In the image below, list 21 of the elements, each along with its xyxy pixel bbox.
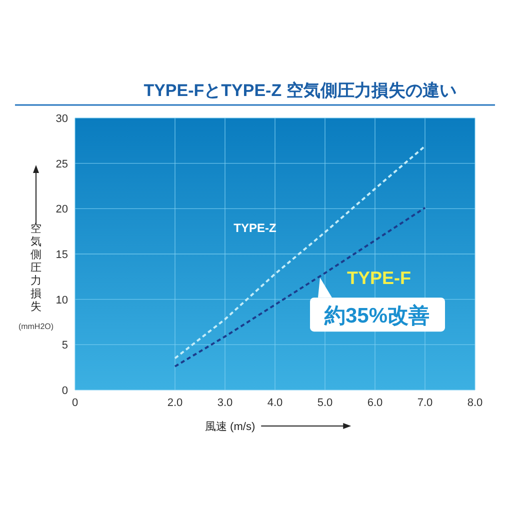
x-tick-label: 5.0 — [317, 397, 333, 409]
x-tick-label: 8.0 — [467, 397, 483, 409]
x-tick-label: 4.0 — [267, 397, 283, 409]
annotation: 約35%改善 — [323, 304, 430, 328]
x-tick-label: 0 — [72, 397, 78, 409]
text: TYPE-Z — [234, 221, 276, 236]
x-tick-label: 3.0 — [217, 397, 233, 409]
y-tick-label: 20 — [56, 204, 68, 216]
x-tick-label: 7.0 — [417, 397, 433, 409]
y-tick-label: 5 — [62, 340, 68, 352]
y-tick-label: 10 — [56, 294, 68, 306]
y-tick-label: 15 — [56, 249, 68, 261]
x-axis-title: 風速 (m/s) — [205, 420, 256, 433]
y-axis-title: 空気側圧力損失 (mmH2O) — [18, 222, 54, 331]
x-tick-label: 6.0 — [367, 397, 383, 409]
chart-title: TYPE-FとTYPE-Z 空気側圧力損失の違い — [144, 81, 456, 100]
y-tick-label: 25 — [56, 158, 68, 170]
y-tick-label: 30 — [56, 113, 68, 125]
series-label: TYPE-F — [346, 268, 412, 288]
y-tick-label: 0 — [62, 385, 68, 397]
x-tick-label: 2.0 — [167, 397, 183, 409]
